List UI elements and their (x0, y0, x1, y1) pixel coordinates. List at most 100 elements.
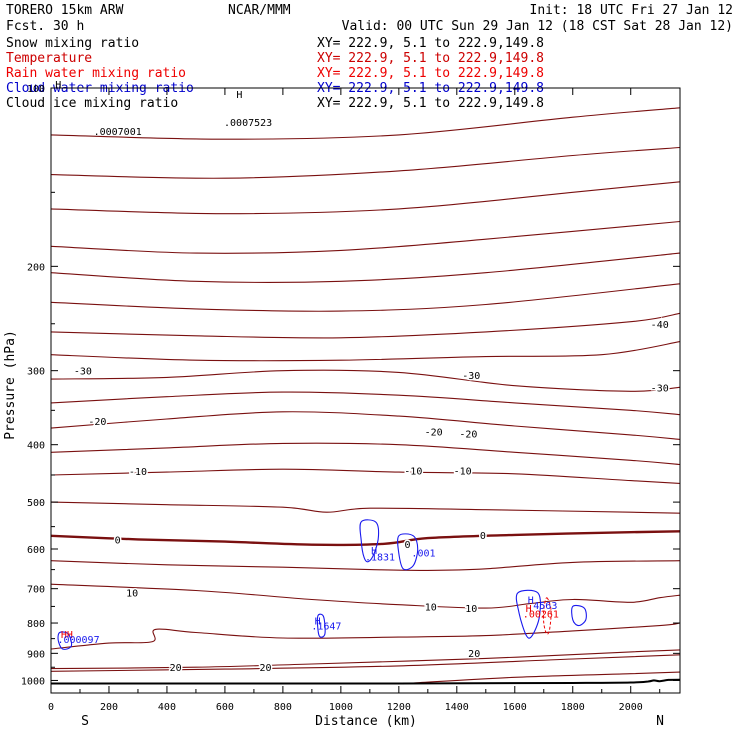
direction-south: S (81, 714, 89, 729)
isotherm-label-7: -10 (129, 467, 147, 478)
extremum-label-10: .00261 (523, 610, 559, 621)
x-tick-label-1000: 1000 (329, 702, 353, 713)
extremum-label-0: H (55, 80, 61, 91)
isotherm-20 (51, 654, 680, 672)
isotherm-m30 (51, 369, 680, 392)
isotherm-m20 (51, 411, 680, 441)
isotherm-label-11: 0 (405, 540, 411, 551)
isotherm-label-15: 10 (465, 604, 477, 615)
isotherm-label-1: -30 (74, 367, 92, 378)
extremum-label-1: .0007001 (94, 127, 142, 138)
extremum-label-14: .000097 (57, 635, 99, 646)
x-tick-label-400: 400 (158, 702, 176, 713)
isotherm-m5 (51, 501, 680, 514)
x-tick-label-2000: 2000 (619, 702, 643, 713)
y-tick-label-700: 700 (27, 585, 45, 596)
legend-cloud-ice-label: Cloud ice mixing ratio (6, 96, 178, 111)
extrema-labels: H.0007001H.0007523H.1831.001H.4563H.0026… (55, 80, 559, 646)
isotherm-m40 (51, 312, 680, 339)
isotherm-m50 (51, 146, 680, 179)
legend-rain-xy: XY= 222.9, 5.1 to 222.9,149.8 (317, 66, 544, 81)
cloud-water-contour-2 (515, 589, 541, 639)
legend-temperature-label: Temperature (6, 51, 92, 66)
isotherm-5 (51, 560, 680, 571)
isotherm-m55 (51, 107, 680, 140)
extremum-label-4: H (371, 546, 377, 557)
isotherm-label-6: -20 (459, 430, 477, 441)
isotherm-m40 (51, 283, 680, 312)
isotherm-label-8: -10 (404, 466, 422, 477)
plot-frame (50, 87, 681, 694)
isotherm-m45 (51, 220, 680, 254)
isotherm-label-13: 10 (126, 588, 138, 599)
cloud-water-contour-4 (57, 631, 73, 650)
x-tick-label-1800: 1800 (561, 702, 585, 713)
isotherm-m10 (51, 468, 680, 484)
isotherm-15 (51, 622, 680, 650)
x-tick-label-0: 0 (48, 702, 54, 713)
temperature-isotherms (51, 107, 680, 684)
extremum-label-12: .1647 (311, 622, 341, 633)
x-tick-label-200: 200 (100, 702, 118, 713)
x-tick-label-1200: 1200 (387, 702, 411, 713)
model-title: TORERO 15km ARW (6, 3, 124, 18)
extremum-label-3: .0007523 (224, 118, 272, 129)
legend-cloud-ice-xy: XY= 222.9, 5.1 to 222.9,149.8 (317, 96, 544, 111)
legend: Snow mixing ratio XY= 222.9, 5.1 to 222.… (6, 36, 544, 111)
isotherm-label-10: 0 (115, 535, 121, 546)
isotherm-label-16: 20 (468, 649, 480, 660)
extremum-label-7: H (528, 596, 534, 607)
extremum-label-13: HH (61, 630, 73, 641)
y-tick-label-100: 100 (27, 84, 45, 95)
y-tick-label-900: 900 (27, 649, 45, 660)
legend-rain-label: Rain water mixing ratio (6, 66, 186, 81)
extremum-label-8: .4563 (527, 601, 557, 612)
cloud-water-contour-3 (571, 604, 587, 627)
x-tick-label-1600: 1600 (503, 702, 527, 713)
isotherm-label-18: 20 (259, 663, 271, 674)
isotherm-label-3: -30 (651, 383, 669, 394)
isotherm-m15 (51, 442, 680, 466)
cloud-water-contour-0 (359, 519, 380, 563)
isotherm-label-2: -30 (462, 371, 480, 382)
isotherm-25 (413, 671, 680, 684)
x-tick-label-800: 800 (274, 702, 292, 713)
extremum-label-2: H (236, 90, 242, 101)
y-tick-label-500: 500 (27, 498, 45, 509)
legend-temperature-xy: XY= 222.9, 5.1 to 222.9,149.8 (317, 51, 544, 66)
surface-line (50, 678, 681, 685)
y-tick-label-1000: 1000 (21, 676, 45, 687)
y-tick-label-200: 200 (27, 262, 45, 273)
ground-line (50, 678, 681, 685)
extremum-label-5: .1831 (365, 553, 395, 564)
legend-snow-xy: XY= 222.9, 5.1 to 222.9,149.8 (317, 36, 544, 51)
y-tick-label-600: 600 (27, 545, 45, 556)
isotherm-label-17: 20 (170, 663, 182, 674)
isotherm-m25 (51, 391, 680, 416)
extremum-label-11: H (315, 617, 321, 628)
x-tick-label-1400: 1400 (445, 702, 469, 713)
init-time: Init: 18 UTC Fri 27 Jan 12 (530, 3, 734, 18)
extremum-label-6: .001 (411, 549, 435, 560)
direction-north: N (656, 714, 664, 729)
x-axis-label: Distance (km) (315, 714, 417, 729)
isotherm-m45 (51, 252, 680, 283)
x-axis-ticks: 0 200 400 600 800 1000 1200 1400 1600 1800 2000 (48, 88, 661, 713)
isotherm-20 (51, 649, 680, 670)
legend-snow-label: Snow mixing ratio (6, 36, 139, 51)
isotherm-label-4: -20 (88, 417, 106, 428)
cloud-water-contours (57, 519, 587, 650)
isotherm-label-14: 10 (425, 602, 437, 613)
isotherm-label-0: -40 (651, 320, 669, 331)
isotherm-m35 (51, 341, 680, 362)
isotherm-label-5: -20 (425, 427, 443, 438)
isotherm-label-12: 0 (480, 531, 486, 542)
y-tick-label-800: 800 (27, 619, 45, 630)
y-axis-label: Pressure (hPa) (3, 330, 18, 440)
cloud-water-contour-5 (316, 613, 326, 638)
y-tick-label-300: 300 (27, 367, 45, 378)
isotherm-m50 (51, 181, 680, 215)
isotherm-0 (51, 530, 680, 547)
